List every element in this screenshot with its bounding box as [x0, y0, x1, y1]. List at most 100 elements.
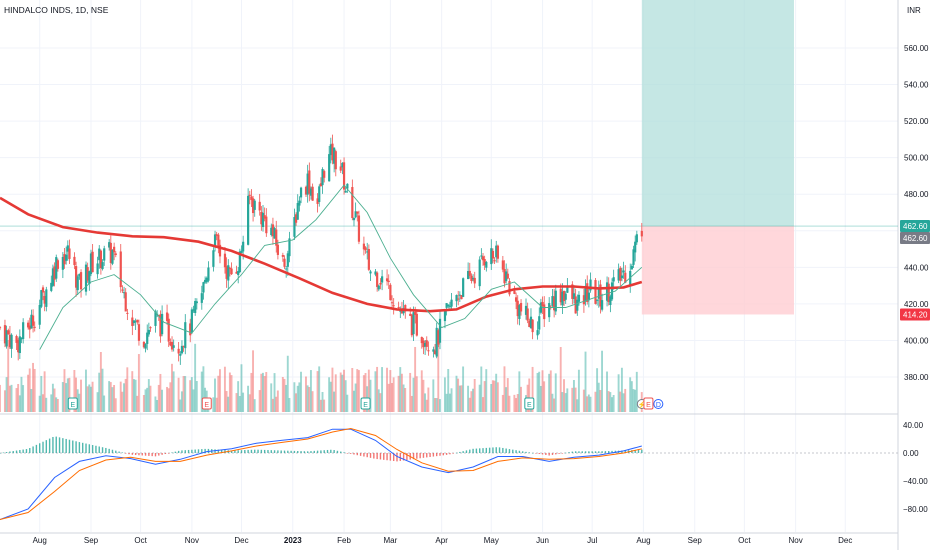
candle-body [247, 195, 250, 245]
candle-body [400, 309, 404, 314]
volume-bar [189, 380, 192, 412]
candle-body [170, 341, 174, 350]
volume-bar [559, 347, 562, 412]
macd-histogram-bar [95, 445, 97, 453]
candle-body [66, 245, 69, 252]
candle-body [159, 314, 162, 337]
volume-bar [99, 351, 102, 412]
volume-bar [321, 392, 324, 412]
event-markers[interactable]: E E E E ⚡ E D [67, 397, 664, 410]
macd-histogram-bar [85, 443, 87, 453]
volume-bar [357, 370, 360, 412]
candle-body [404, 305, 407, 312]
long-position-tool[interactable] [0, 0, 898, 315]
macd-histogram-bar [141, 453, 143, 456]
candle-body [346, 183, 349, 189]
candle-body [374, 271, 377, 275]
volume-bar [468, 397, 471, 412]
event-marker[interactable]: E [360, 397, 371, 410]
volume-bar [518, 371, 521, 412]
volume-bar [443, 377, 446, 412]
volume-bar [214, 378, 216, 412]
volume-bar [230, 375, 233, 412]
volume-bar [305, 376, 307, 412]
candle-body [352, 217, 356, 221]
volume-bar [397, 375, 400, 412]
volume-bar [20, 376, 23, 412]
volume-bar [242, 392, 245, 412]
event-marker[interactable]: E [643, 397, 654, 410]
volume-bar [32, 362, 34, 412]
volume-bar [624, 388, 627, 412]
candle-body [230, 268, 233, 275]
volume-bar [399, 367, 402, 412]
volume-bar [374, 371, 377, 412]
macd-histogram-bar [608, 450, 610, 453]
candle-body [478, 259, 481, 287]
macd-histogram-bar [386, 453, 388, 461]
candle-body [309, 188, 313, 196]
volume-bar [18, 395, 21, 412]
volume-bar [258, 390, 261, 412]
candle-body [377, 285, 380, 290]
macd-histogram-bar [604, 451, 607, 453]
candle-body [605, 282, 609, 301]
macd-histogram-bar [55, 436, 57, 453]
candle-body [624, 272, 627, 283]
candle-body [536, 330, 539, 336]
macd-histogram-bar [588, 451, 590, 453]
macd-histogram-bar [574, 451, 577, 453]
candle-body [212, 250, 215, 267]
macd-histogram-bar [197, 449, 200, 453]
macd-histogram-bar [230, 450, 233, 453]
event-marker[interactable]: E [67, 397, 78, 410]
macd-histogram-bar [641, 449, 643, 453]
candle-body [414, 311, 417, 315]
volume-bar [33, 368, 36, 412]
macd-histogram-bar [349, 453, 352, 454]
macd-histogram-bar [439, 453, 441, 456]
candle-body [564, 293, 567, 300]
event-marker[interactable]: E [201, 397, 212, 410]
volume-bar [333, 391, 336, 412]
volume-bar [549, 370, 552, 412]
candle-body [634, 241, 637, 253]
macd-histogram-bar [442, 453, 445, 456]
macd-histogram-bar [541, 453, 544, 455]
volume-bar [622, 393, 625, 412]
volume-bar [85, 369, 87, 412]
candle-body [553, 296, 556, 311]
time-tick-label: Oct [134, 536, 147, 545]
time-tick-label: Dec [234, 536, 248, 545]
event-marker[interactable]: D [653, 399, 664, 410]
macd-histogram-bar [445, 453, 448, 455]
macd-histogram-bar [158, 453, 160, 456]
candle-body [514, 297, 518, 302]
event-marker[interactable]: E [524, 397, 535, 410]
volume-bar [414, 346, 417, 412]
volume-bar [379, 393, 382, 412]
candle-body [294, 214, 298, 223]
candle-body [443, 310, 447, 322]
macd-histogram-bar [105, 447, 107, 453]
volume-bar [420, 370, 423, 412]
volume-bars [0, 340, 643, 412]
candle-body [448, 306, 452, 308]
macd-histogram-bar [154, 453, 157, 457]
volume-bar [235, 393, 238, 412]
candle-body [640, 230, 643, 237]
macd-histogram-bar [485, 447, 488, 453]
volume-bar [142, 394, 145, 412]
volume-bar [543, 381, 546, 412]
moving-average-long-line [0, 196, 643, 313]
candle-body [389, 284, 392, 301]
macd-histogram-bar [121, 452, 124, 454]
macd-histogram-bar [498, 447, 501, 453]
macd-histogram-bar [611, 450, 613, 453]
candle-body [562, 290, 566, 302]
candle-body [263, 215, 266, 219]
volume-bar [285, 384, 288, 412]
candle-body [177, 348, 180, 354]
macd-histogram-bar [98, 446, 100, 453]
